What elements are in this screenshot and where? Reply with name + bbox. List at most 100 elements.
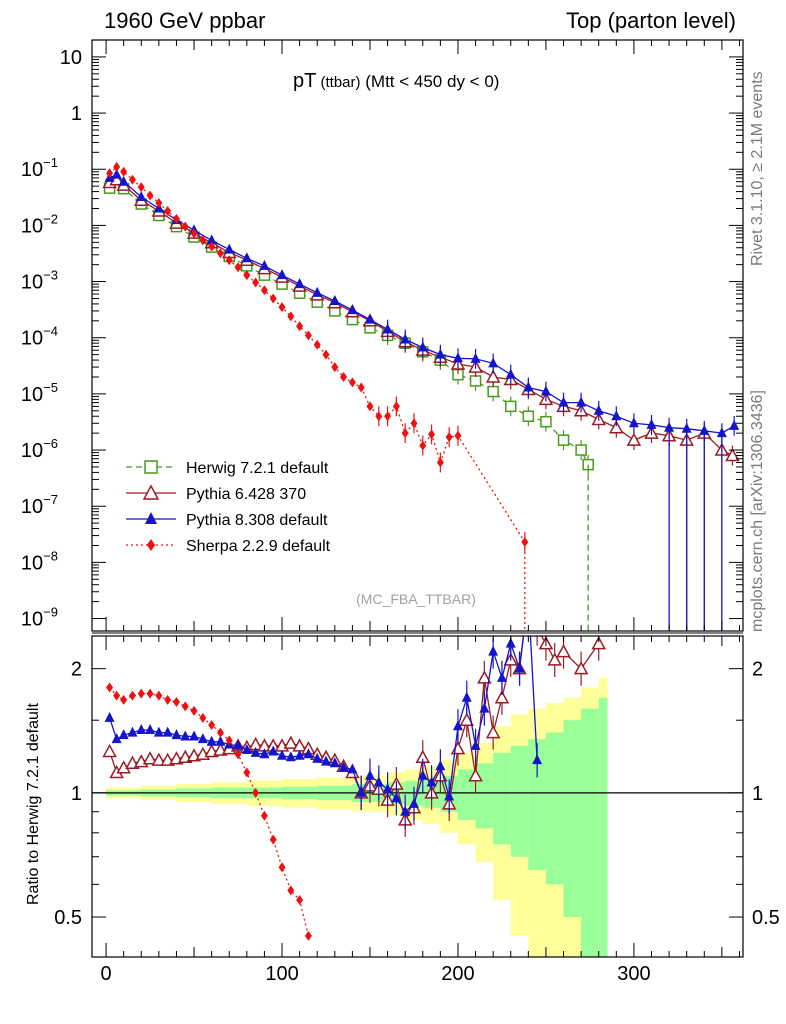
main-point-pythia8 [681, 422, 692, 433]
main-y-tick-label: 10−8 [21, 548, 58, 574]
ratio-y-tick-label-right: 2 [752, 659, 763, 681]
ratio-panel-frame [91, 635, 744, 958]
analysis-tag: (MC_FBA_TTBAR) [356, 591, 476, 607]
main-point-pythia8 [417, 341, 428, 352]
ratio-y-tick-label-left: 0.5 [54, 907, 82, 929]
ratio-point-pythia8 [104, 711, 115, 722]
ratio-point-sherpa [304, 930, 312, 941]
ratio-point-pythia8 [250, 746, 261, 757]
main-point-pythia8 [505, 368, 516, 379]
legend-pythia8-marker [145, 512, 157, 524]
ratio-point-pythia6 [459, 712, 475, 726]
ratio-point-sherpa [278, 862, 286, 873]
legend-entry-pythia6: Pythia 6.428 370 [126, 484, 306, 503]
ratio-point-sherpa [225, 735, 233, 746]
ratio-point-sherpa [208, 720, 216, 731]
ratio-point-pythia6 [468, 768, 483, 782]
legend-sherpa-symbol [126, 539, 176, 551]
ratio-band-inner [598, 697, 608, 957]
main-point-pythia8 [558, 396, 569, 407]
main-point-herwig [540, 415, 552, 428]
main-point-sherpa [243, 270, 251, 281]
ratio-point-pythia8 [215, 735, 226, 746]
ratio-point-pythia6 [102, 743, 117, 758]
main-point-sherpa [208, 241, 216, 252]
main-point-sherpa [454, 430, 462, 441]
ratio-point-sherpa [106, 682, 114, 693]
ratio-point-pythia8 [233, 739, 244, 750]
ratio-point-pythia8 [153, 726, 164, 737]
main-point-pythia8 [312, 286, 323, 297]
main-point-sherpa [269, 293, 277, 304]
plot-title: pT (ttbar) (Mtt < 450 dy < 0) [293, 70, 499, 92]
main-point-pythia6 [725, 447, 740, 462]
ratio-panel-series [102, 590, 606, 941]
ratio-point-sherpa [269, 834, 277, 845]
main-point-pythia8 [118, 175, 129, 186]
main-point-sherpa [428, 429, 436, 440]
ratio-point-pythia8 [364, 769, 375, 780]
main-point-sherpa [146, 190, 154, 201]
legend-pythia6-label: Pythia 6.428 370 [186, 486, 306, 503]
ratio-point-pythia8 [111, 733, 122, 744]
ratio-point-pythia8 [408, 797, 419, 808]
ratio-point-pythia8 [180, 730, 191, 741]
legend-pythia8-label: Pythia 8.308 default [186, 512, 328, 529]
mcplots-label: mcplots.cern.ch [arXiv:1306.3436] [749, 390, 766, 632]
legend-entry-herwig: Herwig 7.2.1 default [126, 460, 329, 477]
ratio-point-sherpa [243, 767, 251, 778]
main-point-sherpa [287, 311, 295, 322]
main-point-sherpa [216, 248, 224, 259]
main-point-sherpa [278, 302, 286, 313]
ratio-point-sherpa [128, 690, 136, 701]
ratio-y-tick-label-left: 2 [71, 659, 82, 681]
main-point-sherpa [234, 262, 242, 273]
ratio-point-sherpa [120, 694, 128, 705]
ratio-point-pythia8 [162, 726, 173, 737]
ratio-y-tick-label-right: 0.5 [752, 907, 780, 929]
main-point-sherpa [340, 371, 348, 382]
legend-herwig-label: Herwig 7.2.1 default [186, 460, 329, 477]
ratio-point-pythia6 [494, 690, 510, 704]
ratio-uncertainty-bands [92, 677, 743, 957]
ratio-point-pythia6 [547, 652, 563, 666]
ratio-point-sherpa [216, 727, 224, 738]
ratio-point-pythia8 [241, 744, 252, 755]
ratio-point-pythia8 [373, 776, 384, 787]
ratio-point-pythia6 [477, 670, 492, 684]
rivet-version-label: Rivet 3.1.10, ≥ 2.1M events [749, 71, 766, 266]
main-point-sherpa [401, 428, 409, 439]
ratio-point-sherpa [137, 688, 145, 699]
ratio-point-pythia8 [118, 729, 129, 740]
ratio-point-pythia8 [127, 726, 138, 737]
plot-title-main: pT [293, 70, 316, 92]
main-line-pythia8 [109, 173, 735, 434]
legend-entry-sherpa: Sherpa 2.2.9 default [126, 538, 331, 555]
ratio-point-pythia6 [522, 590, 534, 601]
legend-entry-pythia8: Pythia 8.308 default [126, 512, 328, 529]
main-point-sherpa [322, 349, 330, 360]
ratio-point-sherpa [234, 749, 242, 760]
main-point-sherpa [419, 440, 427, 451]
ratio-band-inner [457, 769, 476, 820]
main-point-sherpa [384, 411, 392, 422]
main-y-tick-label: 10−2 [21, 211, 58, 237]
ratio-point-sherpa [155, 690, 163, 701]
main-point-sherpa [392, 401, 400, 412]
ratio-point-pythia8 [347, 763, 358, 774]
main-point-pythia6 [109, 172, 124, 186]
main-point-pythia8 [729, 419, 740, 430]
main-point-pythia8 [111, 168, 122, 179]
ratio-y-tick-label-right: 1 [752, 783, 763, 805]
ratio-point-sherpa [113, 690, 121, 701]
ratio-point-sherpa [164, 694, 172, 705]
main-point-sherpa [190, 228, 198, 239]
ratio-y-tick-label-left: 1 [71, 783, 82, 805]
main-line-herwig [109, 187, 589, 465]
main-point-pythia8 [646, 418, 657, 429]
main-point-sherpa [331, 362, 339, 373]
main-point-sherpa [113, 161, 121, 172]
ratio-point-pythia8 [479, 702, 490, 713]
ratio-point-pythia8 [532, 754, 543, 765]
ratio-point-pythia8 [452, 720, 463, 731]
